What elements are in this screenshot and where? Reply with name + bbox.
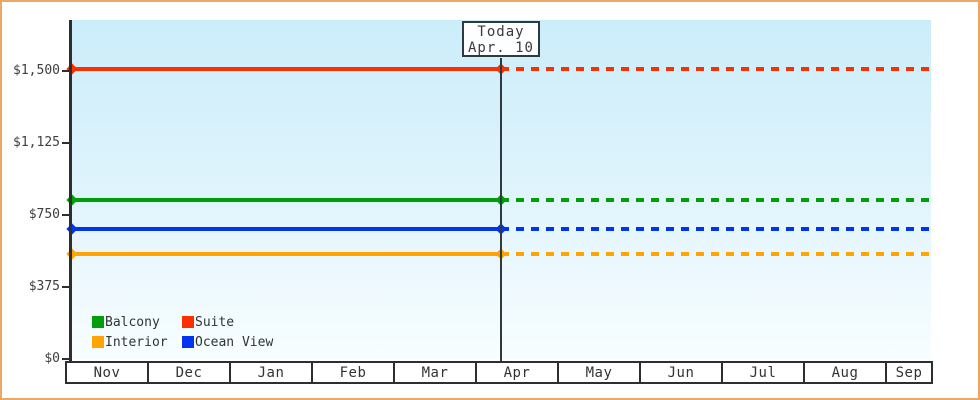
legend-item-suite: Suite — [182, 312, 273, 332]
y-axis-label: $1,500 — [13, 63, 60, 78]
today-annotation-line2: Apr. 10 — [467, 40, 534, 56]
legend-label: Suite — [195, 314, 235, 330]
legend: Balcony Suite Interior Ocean View — [92, 312, 273, 352]
legend-swatch-interior-icon — [92, 336, 104, 348]
x-axis-month-cell: Dec — [149, 363, 231, 382]
price-line-ocean-view-projected — [501, 227, 931, 232]
x-axis-month-cell: Aug — [805, 363, 887, 382]
price-line-suite-actual — [72, 67, 501, 71]
x-axis-month-cell: Sep — [895, 364, 923, 381]
today-annotation-box: Today Apr. 10 — [462, 21, 540, 57]
legend-item-ocean-view: Ocean View — [182, 332, 273, 352]
y-axis-tick — [62, 286, 70, 288]
legend-label: Interior — [105, 334, 168, 350]
y-axis-label: $1,125 — [13, 135, 60, 150]
x-axis-month-cell: Mar — [395, 363, 477, 382]
price-line-suite-projected — [501, 67, 931, 71]
y-axis-label: $750 — [28, 207, 60, 222]
today-annotation-line1: Today — [477, 24, 525, 40]
x-axis-month-cell: Jan — [231, 363, 313, 382]
x-axis-month-cell: Feb — [313, 363, 395, 382]
x-axis-month-cell: May — [559, 363, 641, 382]
x-axis-month-row: Nov Dec Jan Feb Mar Apr May Jun Jul Aug Sep — [65, 361, 933, 384]
x-axis-month-cell: Nov — [67, 363, 149, 382]
y-axis-tick — [62, 70, 70, 72]
y-axis-line — [69, 20, 72, 361]
x-axis-month-cell: Jun — [641, 363, 723, 382]
y-axis-tick — [62, 142, 70, 144]
legend-item-balcony: Balcony — [92, 312, 182, 332]
price-line-balcony-actual — [72, 197, 501, 202]
legend-swatch-balcony-icon — [92, 316, 104, 328]
x-axis-month-cell: Apr — [477, 363, 559, 382]
y-axis-tick — [62, 214, 70, 216]
price-line-interior-projected — [501, 252, 931, 257]
price-line-balcony-projected — [501, 197, 931, 202]
price-line-ocean-view-actual — [72, 227, 501, 232]
y-axis-label: $375 — [28, 279, 60, 294]
x-axis-month-cell: Jul — [723, 363, 805, 382]
legend-label: Balcony — [105, 314, 160, 330]
y-axis-tick — [62, 358, 70, 360]
legend-swatch-ocean-view-icon — [182, 336, 194, 348]
legend-label: Ocean View — [195, 334, 274, 350]
price-line-interior-actual — [72, 252, 501, 257]
y-axis-label: $0 — [44, 351, 60, 366]
today-vertical-line — [500, 58, 502, 361]
legend-swatch-suite-icon — [182, 316, 194, 328]
legend-item-interior: Interior — [92, 332, 182, 352]
